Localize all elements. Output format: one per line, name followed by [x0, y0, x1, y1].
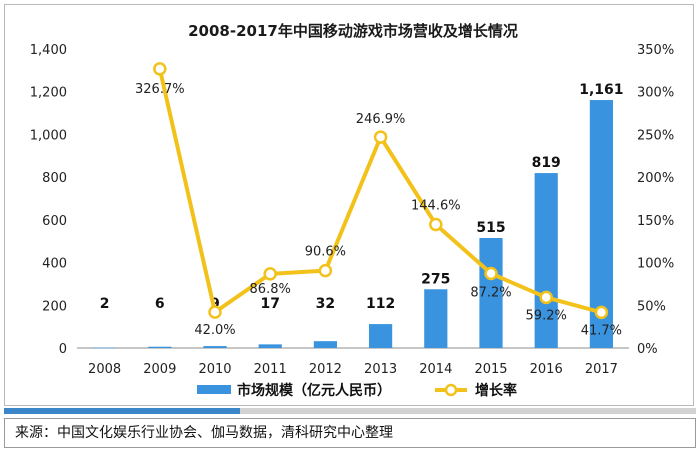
- line-point: [263, 267, 277, 281]
- line-point: [373, 130, 388, 144]
- y-left-tick-label: 1,000: [30, 128, 67, 143]
- chart-frame: 2008-2017年中国移动游戏市场营收及增长情况 0 200 400 600 800 1…: [4, 4, 694, 406]
- y-right-tick-label: 250%: [637, 128, 674, 143]
- x-tick-label: 2010: [198, 362, 231, 377]
- divider-accent: [4, 408, 240, 414]
- line-point: [429, 217, 443, 232]
- x-tick-label: 2008: [88, 362, 121, 377]
- bar-value-label: 1,161: [579, 82, 623, 98]
- bar: [479, 238, 503, 348]
- line-point: [594, 305, 609, 320]
- legend-line-label: 增长率: [475, 382, 517, 399]
- y-right-tick-label: 300%: [637, 86, 674, 101]
- y-right-tick-label: 200%: [637, 171, 674, 186]
- x-tick-label: 2013: [364, 362, 397, 377]
- bar-value-label: 515: [476, 220, 505, 236]
- bar: [534, 173, 558, 348]
- x-tick-label: 2017: [585, 362, 618, 377]
- y-right-tick-label: 150%: [637, 214, 674, 229]
- line-value-label: 42.0%: [194, 323, 235, 338]
- y-right-tick-label: 350%: [637, 43, 674, 58]
- line-value-label: 326.7%: [135, 82, 185, 97]
- x-tick-label: 2009: [143, 362, 176, 377]
- source-note: 来源：中国文化娱乐行业协会、伽马数据，清科研究中心整理: [4, 418, 696, 448]
- axes: 0 200 400 600 800 1,000 1,200 1,400 0% 50% 100% 150…: [30, 43, 674, 377]
- line-series: [153, 62, 609, 320]
- x-tick-label: 2011: [254, 362, 287, 377]
- line-point: [484, 266, 498, 281]
- y-left-tick-label: 1,200: [30, 86, 67, 101]
- y-left-tick-label: 400: [42, 257, 67, 272]
- y-right-tick-label: 100%: [637, 257, 674, 272]
- x-tick-label: 2016: [530, 362, 563, 377]
- y-right-tick-label: 50%: [637, 299, 666, 314]
- y-left-tick-label: 600: [42, 214, 67, 229]
- bar: [203, 346, 227, 348]
- line-value-label: 59.2%: [526, 308, 567, 323]
- bar-value-label: 112: [366, 296, 395, 312]
- legend-bar-swatch: [197, 385, 231, 394]
- line-value-label: 41.7%: [581, 323, 622, 338]
- bar: [148, 346, 172, 348]
- bar-value-label: 17: [260, 296, 279, 312]
- line-value-label: 246.9%: [356, 112, 406, 127]
- legend: 市场规模（亿元人民币） 增长率: [197, 382, 517, 399]
- chart-svg: 2008-2017年中国移动游戏市场营收及增长情况 0 200 400 600 800 1…: [30, 22, 674, 399]
- line-labels: 326.7% 42.0% 86.8% 90.6% 246.9% 144.6% 87.2% 59…: [135, 82, 622, 338]
- y-right-tick-label: 0%: [637, 342, 658, 357]
- y-left-tick-label: 1,400: [30, 43, 67, 58]
- bar: [258, 344, 282, 348]
- line-point: [318, 263, 333, 278]
- bar: [424, 289, 448, 348]
- line-point: [208, 305, 222, 319]
- bar-value-label: 275: [421, 271, 450, 287]
- line-value-label: 87.2%: [470, 286, 511, 301]
- y-left-tick-label: 0: [59, 342, 67, 357]
- legend-line-marker: [444, 383, 458, 397]
- bar-value-label: 32: [316, 296, 335, 312]
- bar: [589, 100, 613, 348]
- bar-value-label: 819: [532, 155, 561, 171]
- bar-series: [93, 100, 613, 349]
- bar-value-label: 2: [100, 296, 110, 312]
- legend-bar-label: 市场规模（亿元人民币）: [237, 382, 391, 399]
- bar: [93, 347, 117, 349]
- chart-title: 2008-2017年中国移动游戏市场营收及增长情况: [188, 22, 518, 40]
- divider-bar: [4, 408, 696, 414]
- line-point: [539, 290, 553, 305]
- x-tick-label: 2015: [474, 362, 507, 377]
- line-value-label: 90.6%: [305, 245, 346, 260]
- line-value-label: 86.8%: [250, 282, 291, 297]
- line-value-label: 144.6%: [411, 198, 461, 213]
- x-tick-label: 2012: [309, 362, 342, 377]
- y-left-tick-label: 800: [42, 171, 67, 186]
- bar: [313, 341, 337, 348]
- x-tick-label: 2014: [419, 362, 452, 377]
- bar: [369, 324, 393, 348]
- line-point: [153, 62, 167, 76]
- y-left-tick-label: 200: [42, 299, 67, 314]
- bar-value-label: 6: [155, 296, 165, 312]
